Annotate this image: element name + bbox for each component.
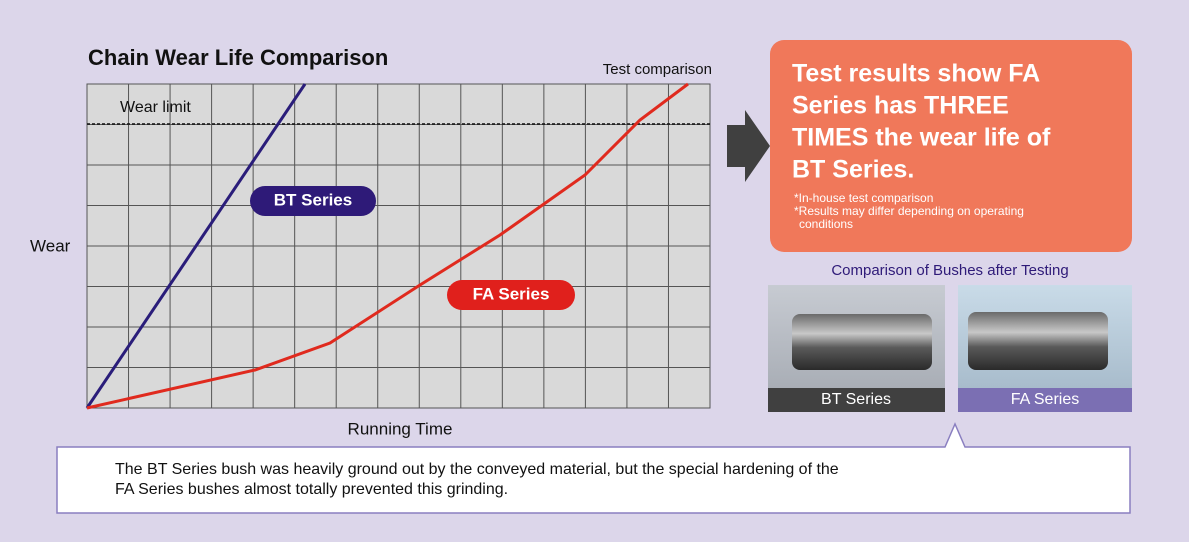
bt-pill-label: BT Series [274, 190, 352, 209]
x-axis-label: Running Time [348, 419, 453, 438]
infographic: Chain Wear Life Comparison Test comparis… [0, 0, 1189, 542]
bush-fa [968, 312, 1108, 370]
chart-title: Chain Wear Life Comparison [88, 45, 388, 70]
photo-caption: FA Series [1011, 391, 1079, 408]
photos-title: Comparison of Bushes after Testing [831, 262, 1068, 279]
y-axis-label: Wear [30, 236, 71, 255]
result-note: *In-house test comparison [794, 191, 933, 205]
result-note: conditions [799, 217, 853, 231]
wear-limit-label: Wear limit [120, 99, 191, 116]
result-line: Series has THREE [792, 92, 1009, 120]
chart-subtitle: Test comparison [603, 61, 712, 78]
bush-bt [792, 314, 932, 370]
callout-text: The BT Series bush was heavily ground ou… [115, 461, 839, 478]
result-line: Test results show FA [792, 60, 1040, 88]
result-line: TIMES the wear life of [792, 124, 1051, 152]
callout-text: FA Series bushes almost totally prevente… [115, 481, 508, 498]
result-line: BT Series. [792, 156, 914, 184]
result-note: *Results may differ depending on operati… [794, 204, 1024, 218]
photo-caption: BT Series [821, 391, 891, 408]
fa-pill-label: FA Series [473, 284, 550, 303]
